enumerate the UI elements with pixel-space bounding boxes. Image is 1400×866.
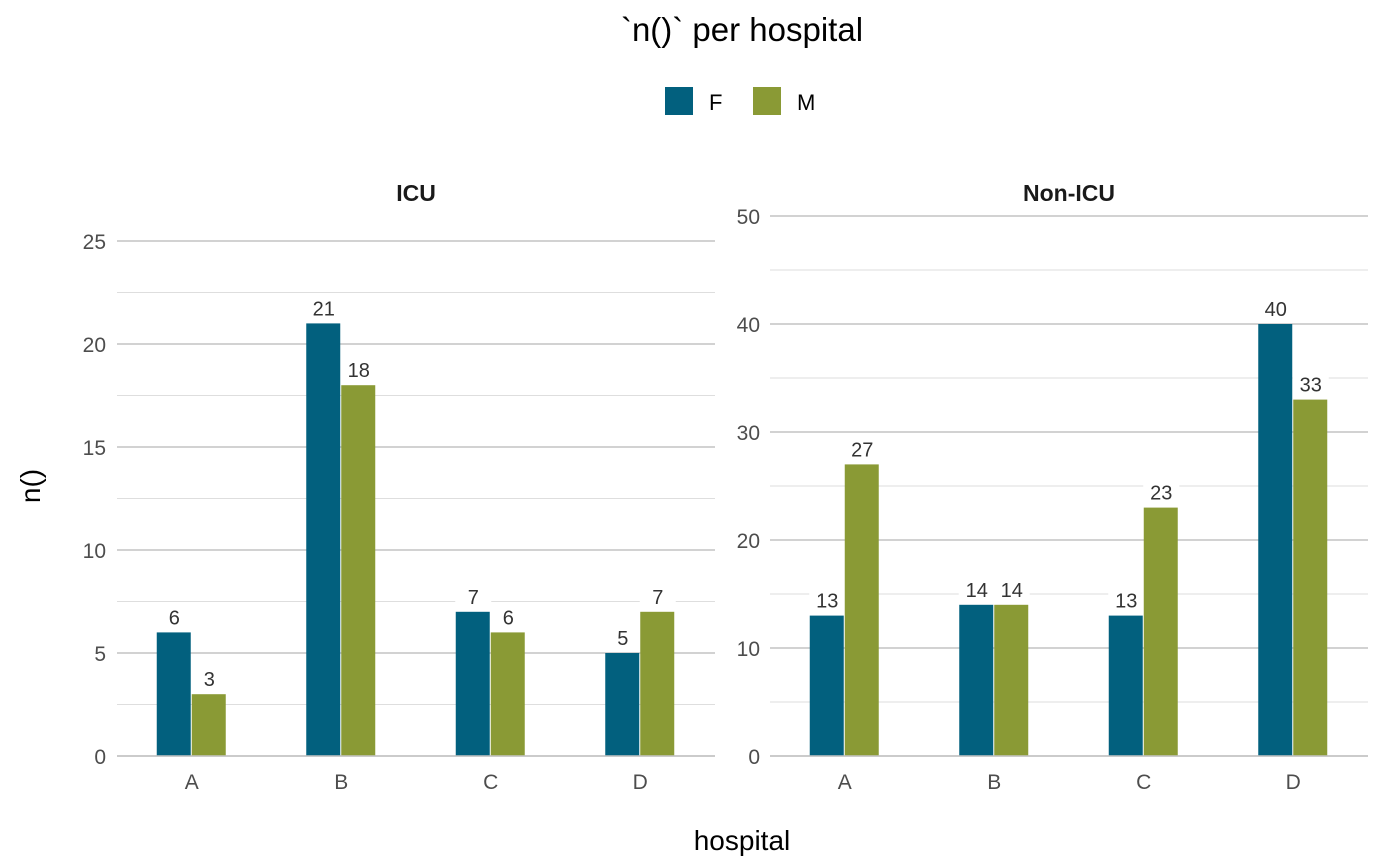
data-label: 40 — [1265, 299, 1287, 321]
y-tick-label: 25 — [83, 231, 106, 254]
data-label: 7 — [468, 587, 479, 609]
x-tick-label: D — [633, 771, 648, 794]
bar-icu-c-m — [490, 632, 525, 756]
bar-icu-a-f — [156, 632, 191, 756]
legend-swatch-f — [665, 87, 693, 115]
data-label: 6 — [503, 607, 514, 629]
data-label-background — [191, 666, 228, 691]
data-label-background — [490, 604, 527, 629]
bar-non-icu-d-f — [1258, 324, 1293, 756]
y-tick-label: 10 — [83, 540, 106, 563]
legend-label-f: F — [709, 90, 722, 115]
data-label: 14 — [966, 580, 988, 602]
x-tick-label: A — [185, 771, 199, 794]
data-label: 23 — [1150, 483, 1172, 505]
panel-title-non-icu: Non-ICU — [1023, 180, 1115, 206]
panel-title-icu: ICU — [396, 180, 436, 206]
data-label-background — [993, 576, 1030, 601]
data-label-background — [1292, 371, 1329, 396]
x-tick-label: C — [1136, 771, 1151, 794]
bar-icu-d-f — [605, 653, 640, 756]
bar-icu-d-m — [640, 611, 675, 756]
data-label-background — [844, 436, 881, 461]
data-label: 33 — [1300, 375, 1322, 397]
bar-icu-b-f — [306, 323, 341, 756]
y-tick-label: 5 — [94, 643, 106, 666]
data-label: 7 — [652, 587, 663, 609]
data-label: 18 — [348, 360, 370, 382]
data-label: 21 — [313, 298, 335, 320]
bar-icu-a-m — [191, 694, 226, 756]
data-label-background — [455, 583, 492, 608]
data-label-background — [1108, 587, 1145, 612]
data-label-background — [958, 576, 995, 601]
panel-icu: 0 5 10 15 20 25 ICU A 6 3 B 21 18 C 7 6 D 5 7 — [83, 180, 715, 794]
x-tick-label: D — [1286, 771, 1301, 794]
data-label-background — [305, 295, 342, 320]
y-tick-label: 20 — [83, 334, 106, 357]
bar-non-icu-a-f — [809, 615, 844, 756]
bar-icu-c-f — [455, 611, 490, 756]
y-tick-label: 15 — [83, 437, 106, 460]
chart-title: `n()` per hospital — [621, 11, 863, 48]
y-tick-label: 10 — [737, 638, 760, 661]
data-label-background — [156, 604, 193, 629]
data-label: 27 — [851, 439, 873, 461]
data-label-background — [1143, 479, 1180, 504]
y-tick-label: 50 — [737, 206, 760, 229]
panel-non-icu: 0 10 20 30 40 50 Non-ICU A 13 27 B 14 14 C 13 23 D 40 33 — [737, 180, 1368, 794]
bar-non-icu-b-f — [959, 604, 994, 756]
data-label-background — [1257, 296, 1294, 320]
legend-swatch-m — [753, 87, 781, 115]
bar-non-icu-a-m — [844, 464, 879, 756]
y-tick-label: 0 — [748, 746, 760, 769]
data-label-background — [340, 357, 377, 382]
bar-non-icu-d-m — [1293, 399, 1328, 756]
y-tick-label: 30 — [737, 422, 760, 445]
data-label: 13 — [816, 591, 838, 613]
data-label: 14 — [1001, 580, 1023, 602]
x-tick-label: B — [334, 771, 348, 794]
data-label: 3 — [204, 669, 215, 691]
x-tick-label: C — [483, 771, 498, 794]
y-axis-title: n() — [15, 469, 46, 503]
y-tick-label: 0 — [94, 746, 106, 769]
bar-non-icu-b-m — [994, 604, 1029, 756]
bar-icu-b-m — [341, 385, 376, 756]
bar-non-icu-c-m — [1143, 507, 1178, 756]
x-axis-title: hospital — [694, 825, 791, 856]
data-label: 5 — [617, 628, 628, 650]
data-label: 13 — [1115, 591, 1137, 613]
y-tick-label: 40 — [737, 314, 760, 337]
x-tick-label: B — [987, 771, 1001, 794]
legend-label-m: M — [797, 90, 815, 115]
data-label-background — [809, 587, 846, 612]
x-tick-label: A — [838, 771, 852, 794]
bar-non-icu-c-f — [1108, 615, 1143, 756]
data-label: 6 — [169, 607, 180, 629]
data-label-background — [604, 625, 641, 649]
y-tick-label: 20 — [737, 530, 760, 553]
data-label-background — [639, 583, 676, 608]
chart-panels: 0 5 10 15 20 25 ICU A 6 3 B 21 18 C 7 6 D 5 7 0 10 20 30 40 50 No… — [83, 180, 1368, 794]
